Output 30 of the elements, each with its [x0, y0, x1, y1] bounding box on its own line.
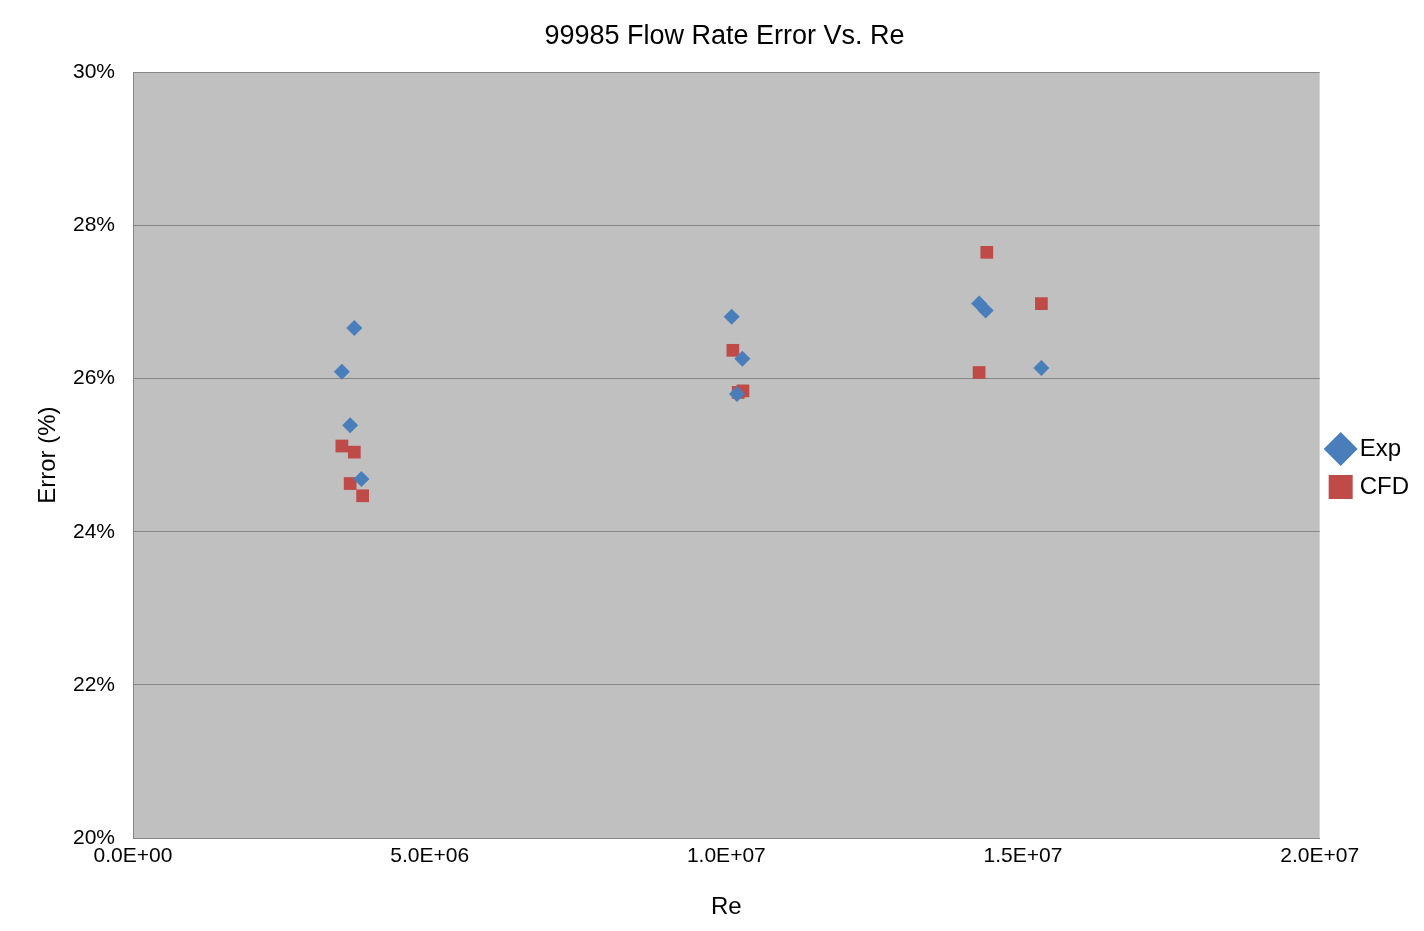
x-axis-title: Re [710, 892, 742, 920]
point [347, 445, 361, 459]
y-tick-label: 22% [72, 671, 115, 695]
point [726, 343, 740, 357]
point [734, 350, 751, 367]
point [980, 245, 994, 259]
point [353, 470, 370, 487]
point [342, 417, 359, 434]
x-tick-label: 2.0E+07 [1280, 843, 1360, 867]
chart-title: 99985 Flow Rate Error Vs. Re [544, 19, 905, 50]
point [343, 477, 357, 490]
point [356, 489, 369, 503]
y-tick-label: 30% [72, 59, 115, 83]
x-tick-label: 1.5E+07 [983, 843, 1063, 867]
point [723, 308, 740, 325]
point [977, 302, 994, 319]
x-tick-label: 1.0E+07 [686, 843, 766, 867]
point [333, 363, 350, 380]
point [335, 439, 349, 453]
y-tick-label: 26% [72, 365, 115, 389]
point [972, 366, 986, 379]
y-tick-label: 28% [72, 212, 115, 236]
y-axis-title: Error (%) [33, 406, 61, 504]
y-tick-label: 24% [72, 518, 115, 542]
point [346, 320, 363, 337]
legend-label: CFD [1359, 471, 1409, 499]
legend-label: Exp [1359, 433, 1402, 461]
point [1033, 359, 1050, 376]
point [1035, 297, 1048, 310]
x-tick-label: 5.0E+06 [390, 843, 470, 867]
